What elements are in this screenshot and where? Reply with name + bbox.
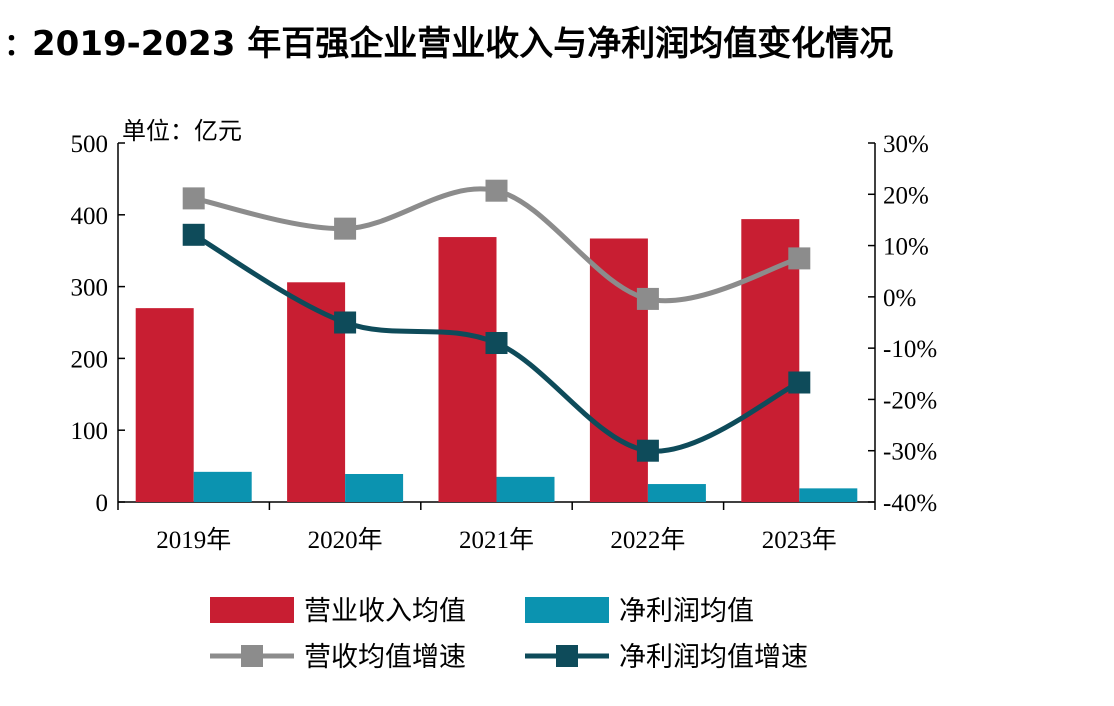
bar-revenue — [135, 308, 194, 502]
x-tick-label: 2021年 — [459, 526, 534, 554]
unit-label: 单位：亿元 — [122, 117, 242, 145]
bar-revenue — [438, 237, 497, 503]
right-tick-label: -20% — [883, 387, 937, 414]
revenue-growth-point — [334, 217, 357, 240]
legend-label-revenue-growth: 营收均值增速 — [304, 642, 466, 673]
right-tick-label: 30% — [883, 131, 929, 158]
x-tick-label: 2020年 — [308, 526, 383, 554]
legend-marker-revenue-growth — [241, 645, 263, 667]
revenue-growth-point — [182, 187, 205, 210]
title-prefix: ： — [4, 28, 34, 63]
bar-profit — [799, 488, 858, 502]
legend-label-profit: 净利润均值 — [619, 596, 754, 627]
legend-label-revenue: 营业收入均值 — [304, 596, 466, 627]
title-row: ： 2019-2023 年百强企业营业收入与净利润均值变化情况 — [0, 12, 1114, 72]
bar-profit — [647, 484, 706, 502]
right-tick-label: 10% — [883, 234, 929, 261]
revenue-growth-point — [788, 247, 811, 270]
left-tick-label: 200 — [71, 346, 109, 373]
left-tick-label: 500 — [71, 131, 109, 158]
right-tick-label: -40% — [883, 490, 937, 517]
left-tick-label: 400 — [71, 203, 109, 230]
x-tick-label: 2023年 — [762, 526, 837, 554]
legend-swatch-profit — [525, 597, 609, 623]
right-tick-label: 20% — [883, 182, 929, 209]
legend-label-profit-growth: 净利润均值增速 — [619, 642, 808, 673]
profit-growth-point — [334, 311, 357, 334]
chart-title: 2019-2023 年百强企业营业收入与净利润均值变化情况 — [32, 24, 894, 64]
left-tick-label: 300 — [71, 275, 109, 302]
x-tick-label: 2022年 — [610, 526, 685, 554]
x-tick-label: 2019年 — [156, 526, 231, 554]
right-tick-label: 0% — [883, 285, 916, 312]
legend-marker-profit-growth — [556, 645, 578, 667]
right-tick-label: -10% — [883, 336, 937, 363]
profit-growth-point — [182, 223, 205, 246]
left-tick-label: 100 — [71, 418, 109, 445]
bar-profit — [496, 476, 555, 502]
bar-profit — [345, 473, 404, 502]
profit-growth-point — [636, 439, 659, 462]
left-tick-label: 0 — [96, 490, 109, 517]
revenue-growth-point — [485, 179, 508, 202]
bar-profit — [193, 471, 252, 502]
right-tick-label: -30% — [883, 439, 937, 466]
profit-growth-point — [485, 332, 508, 355]
bar-revenue — [589, 238, 648, 502]
legend-swatch-revenue — [210, 597, 294, 623]
revenue-growth-point — [636, 287, 659, 310]
profit-growth-point — [788, 371, 811, 394]
